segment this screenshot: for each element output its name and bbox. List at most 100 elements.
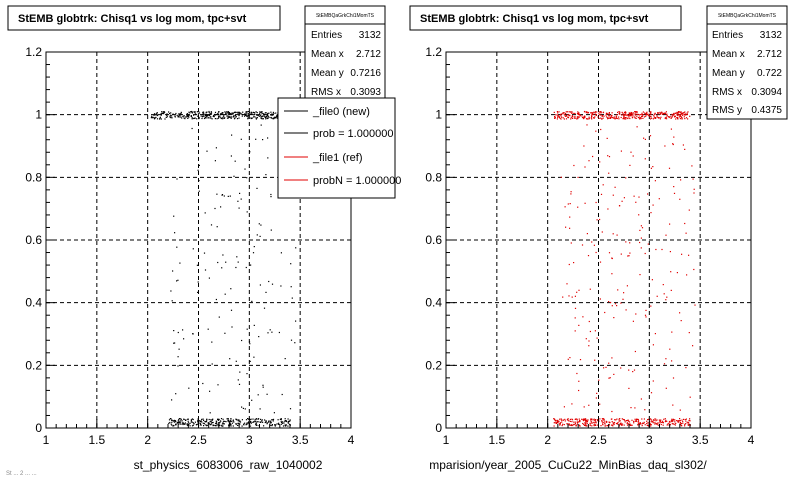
right-data-point (633, 420, 635, 422)
left-data-point (237, 420, 239, 422)
left-data-point (246, 422, 248, 425)
right-data-point (615, 116, 618, 118)
right-x-tick-label: 1 (443, 433, 450, 447)
right-panel: StEMB globtrk: Chisq1 vs log mom, tpc+sv… (409, 5, 788, 472)
left-data-point (210, 421, 212, 423)
left-data-point (168, 422, 170, 424)
left-data-point (230, 425, 232, 427)
right-data-point (687, 118, 689, 120)
left-data-point (227, 112, 229, 114)
right-data-point (561, 113, 563, 115)
right-data-point (624, 114, 626, 116)
right-data-point (647, 193, 649, 195)
left-data-point (230, 113, 232, 115)
right-data-point (566, 111, 569, 113)
right-data-point (573, 164, 575, 167)
right-data-point (632, 320, 634, 322)
right-data-point (656, 419, 658, 421)
left-data-point (245, 114, 247, 116)
left-data-point (182, 423, 184, 426)
left-data-point (229, 195, 231, 197)
right-data-point (673, 419, 675, 421)
right-data-point (608, 421, 610, 423)
left-axis-ticks: 1 1.5 2 2.5 3 3.5 400.20.40.60.811.2 (25, 45, 354, 447)
right-data-point (563, 406, 565, 408)
right-data-point (581, 115, 583, 117)
left-data-point (194, 112, 196, 114)
right-data-point (646, 422, 648, 425)
right-data-point (601, 421, 603, 423)
left-data-point (208, 422, 210, 424)
left-data-point (181, 420, 183, 422)
left-data-point (215, 425, 217, 427)
right-data-point (668, 420, 671, 423)
left-data-point (187, 420, 189, 422)
left-data-point (210, 111, 212, 113)
left-y-tick-label: 0.2 (25, 358, 42, 372)
right-data-point (626, 285, 628, 287)
right-data-point (600, 117, 602, 119)
right-data-point (664, 112, 666, 114)
right-data-point (670, 271, 672, 273)
left-data-point (178, 115, 180, 117)
right-stats-value-0: 3132 (760, 30, 783, 41)
left-data-point (216, 421, 218, 423)
right-data-point (613, 116, 615, 118)
right-data-point (633, 112, 635, 114)
right-data-point (653, 115, 655, 117)
left-data-point (237, 261, 239, 263)
right-data-point (574, 330, 576, 332)
right-data-point (611, 305, 613, 307)
left-data-point (273, 412, 275, 414)
right-data-point (682, 112, 684, 114)
left-data-point (166, 114, 168, 116)
right-data-point (646, 424, 648, 426)
right-data-point (624, 113, 626, 115)
right-data-point (675, 422, 677, 424)
right-data-point (577, 112, 579, 115)
right-data-point (685, 117, 688, 119)
right-data-point (594, 330, 596, 332)
right-data-point (620, 422, 622, 424)
right-data-point (623, 114, 625, 116)
right-data-point (674, 116, 676, 118)
left-data-point (225, 111, 228, 113)
right-data-point (559, 424, 561, 426)
right-data-point (569, 424, 572, 426)
right-data-point (634, 407, 636, 409)
right-data-point (625, 309, 627, 311)
left-data-point (242, 111, 244, 113)
right-data-point (624, 420, 626, 422)
left-data-point (203, 419, 205, 421)
left-data-point (203, 425, 205, 427)
right-data-point (659, 118, 661, 120)
right-data-point (565, 118, 568, 120)
left-x-tick-label: 3 (246, 433, 253, 447)
right-data-point (638, 214, 640, 216)
right-data-point (596, 424, 598, 426)
right-data-point (659, 420, 661, 422)
right-stats-label-3: RMS x (712, 87, 742, 98)
right-data-point (650, 392, 653, 394)
left-stats-value-1: 2.712 (356, 49, 381, 60)
left-data-point (227, 420, 229, 422)
right-data-point (576, 419, 578, 421)
left-data-point (260, 418, 262, 420)
right-data-point (577, 176, 579, 178)
right-data-point (624, 421, 626, 423)
left-data-point (178, 116, 180, 118)
left-data-point (284, 424, 286, 426)
right-data-point (671, 418, 673, 420)
right-data-point (587, 112, 589, 114)
right-data-point (644, 424, 646, 426)
left-data-point (242, 407, 244, 409)
right-data-point (609, 377, 611, 379)
right-data-point (567, 358, 569, 360)
right-data-point (593, 421, 595, 423)
right-data-point (662, 424, 664, 426)
right-data-point (659, 113, 661, 115)
right-data-point (652, 204, 654, 206)
left-data-point (284, 418, 286, 420)
right-data-point (644, 138, 646, 140)
left-data-point (183, 115, 185, 117)
